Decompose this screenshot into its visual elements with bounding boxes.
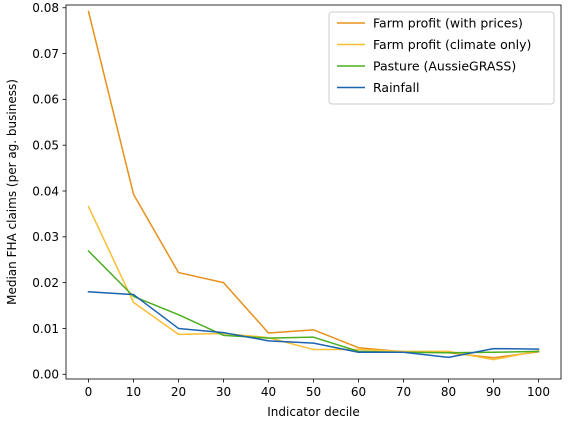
x-tick-label: 100 — [527, 385, 550, 399]
y-tick-label: 0.00 — [32, 368, 59, 382]
legend-label: Pasture (AussieGRASS) — [373, 59, 516, 74]
x-tick-label: 60 — [351, 385, 366, 399]
series-line-3 — [87, 249, 540, 354]
legend-label: Farm profit (with prices) — [373, 16, 523, 31]
x-axis-ticks: 0 10 20 30 40 50 60 70 80 90 100 — [85, 379, 550, 399]
legend-box — [328, 11, 555, 105]
x-tick-label: 30 — [216, 385, 231, 399]
x-tick-label: 90 — [486, 385, 501, 399]
x-tick-label: 40 — [261, 385, 276, 399]
x-axis-label: Indicator decile — [267, 405, 360, 419]
legend-label: Farm profit (climate only) — [373, 37, 531, 52]
plot-frame — [65, 4, 562, 380]
y-tick-label: 0.04 — [32, 184, 59, 198]
x-tick-label: 0 — [85, 385, 93, 399]
y-tick-label: 0.01 — [32, 322, 59, 336]
x-tick-label: 20 — [171, 385, 186, 399]
y-axis-ticks: 0.00 0.01 0.02 0.03 0.04 0.05 0.06 0.07 0.08 — [32, 1, 66, 382]
y-tick-label: 0.06 — [32, 93, 59, 107]
x-tick-label: 80 — [441, 385, 456, 399]
x-tick-label: 10 — [126, 385, 141, 399]
x-tick-label: 70 — [396, 385, 411, 399]
y-tick-label: 0.03 — [32, 230, 59, 244]
series-layer — [87, 10, 540, 361]
legend-label: Rainfall — [373, 80, 419, 95]
y-tick-label: 0.05 — [32, 138, 59, 152]
y-axis-label: Median FHA claims (per ag. business) — [5, 79, 19, 305]
legend: Farm profit (with prices) Farm profit (cl… — [328, 11, 555, 105]
y-tick-label: 0.02 — [32, 276, 59, 290]
y-tick-label: 0.07 — [32, 47, 59, 61]
x-tick-label: 50 — [306, 385, 321, 399]
series-line-4 — [87, 291, 540, 359]
y-tick-label: 0.08 — [32, 1, 59, 15]
